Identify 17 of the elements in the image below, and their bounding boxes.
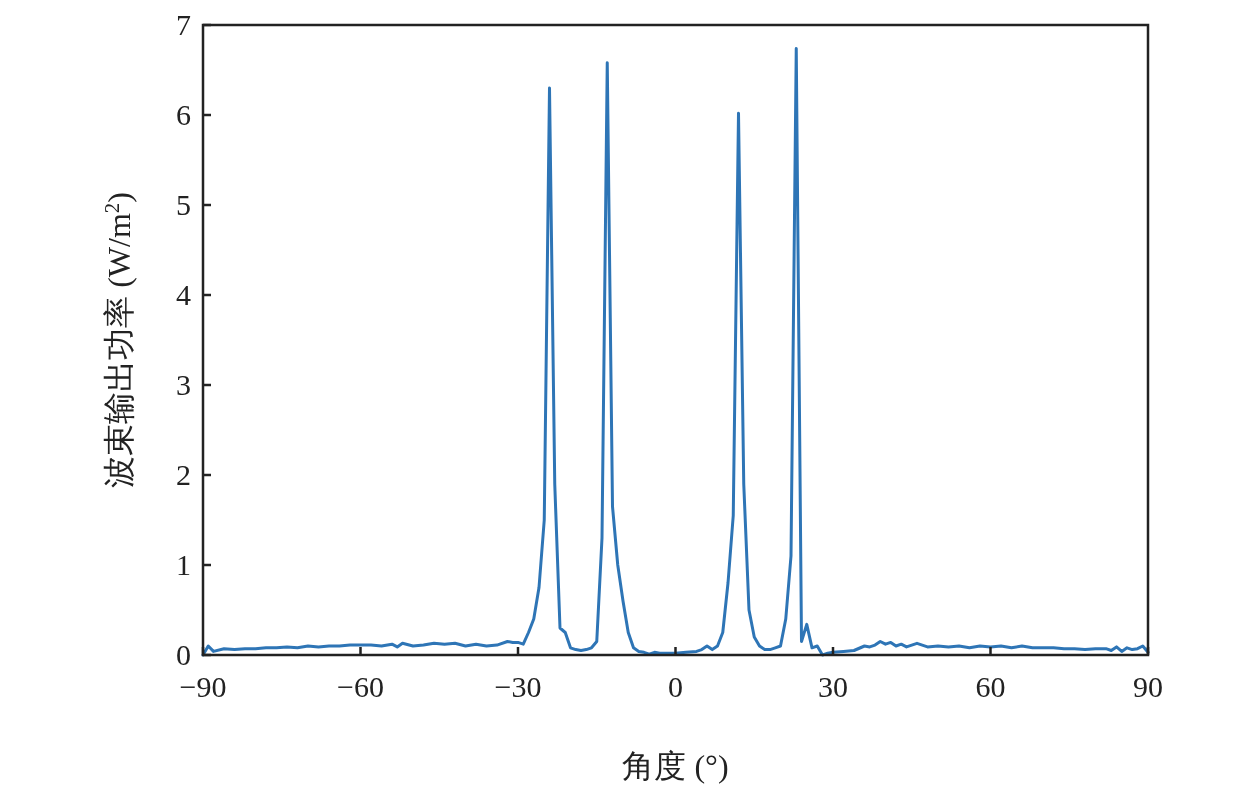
y-tick-label: 0 — [176, 638, 191, 671]
x-tick-label: −60 — [337, 670, 384, 703]
y-tick-label: 5 — [176, 188, 191, 221]
x-tick-label: −30 — [494, 670, 542, 703]
y-tick-label: 2 — [176, 458, 191, 491]
x-tick-label: −90 — [179, 670, 227, 703]
x-tick-label: 60 — [975, 670, 1006, 703]
y-tick-label: 7 — [176, 8, 191, 41]
line-series — [201, 46, 1150, 657]
x-tick-label: 90 — [1133, 670, 1163, 703]
x-tick-label: 30 — [818, 670, 848, 703]
y-tick-label: 3 — [176, 368, 191, 401]
y-tick-label: 1 — [176, 548, 191, 581]
x-axis-title: 角度 (°) — [622, 748, 729, 784]
y-tick-label: 6 — [176, 98, 191, 131]
x-tick-label: 0 — [668, 670, 683, 703]
y-tick-label: 4 — [176, 278, 191, 311]
